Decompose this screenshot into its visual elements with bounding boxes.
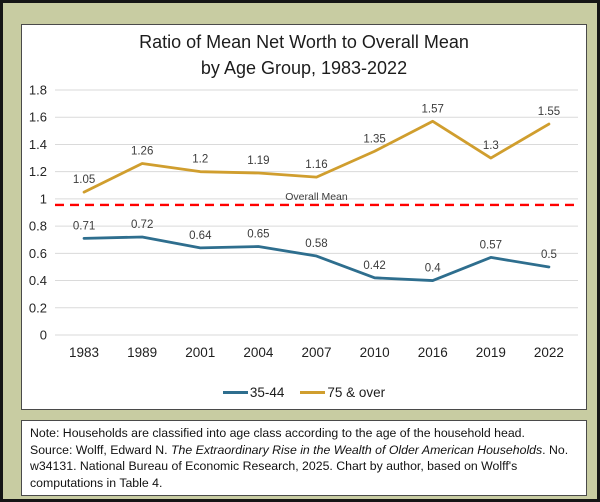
svg-text:1.3: 1.3 [483,140,499,152]
svg-text:2016: 2016 [418,345,448,360]
svg-text:Overall Mean: Overall Mean [285,191,348,203]
svg-text:0.5: 0.5 [541,249,557,261]
svg-text:0.65: 0.65 [247,229,269,241]
source-text-prefix: Source: Wolff, Edward N. [30,442,172,457]
svg-text:1983: 1983 [69,345,99,360]
svg-text:2019: 2019 [476,345,506,360]
legend-line-swatch-35-44 [222,391,248,394]
svg-text:0.57: 0.57 [480,239,502,251]
chart-subtitle: by Age Group, 1983-2022 [200,58,408,79]
svg-text:2022: 2022 [534,345,564,360]
svg-text:1.55: 1.55 [538,106,560,118]
note-text: Note: Households are classified into age… [30,426,525,440]
svg-text:1.19: 1.19 [247,155,269,167]
svg-text:1.6: 1.6 [29,110,47,125]
note-panel: Note: Households are classified into age… [21,420,587,496]
source-text-suffix: . No. w34131. National Bureau of Economi… [30,442,569,491]
chart-title: Ratio of Mean Net Worth to Overall Mean [139,32,469,52]
svg-text:1.16: 1.16 [305,159,327,171]
svg-text:0.4: 0.4 [425,263,442,275]
svg-text:0.4: 0.4 [29,273,47,288]
source-title-italic: The Extraordinary Rise in the Wealth of … [171,442,543,457]
svg-text:0.71: 0.71 [73,220,95,232]
svg-text:0.6: 0.6 [29,246,47,261]
svg-text:1989: 1989 [127,345,157,360]
svg-text:1.57: 1.57 [422,103,444,115]
svg-text:2010: 2010 [360,345,390,360]
svg-text:2001: 2001 [185,345,215,360]
svg-text:1.4: 1.4 [29,137,47,152]
svg-text:1.35: 1.35 [363,133,385,145]
chart-title-block: Ratio of Mean Net Worth to Overall Mean … [22,29,586,81]
svg-text:2004: 2004 [243,345,274,360]
plot-area: 0 0.2 0.4 0.6 0.8 1 1.2 1.4 1.6 1.8 1983 1989 2001 20… [29,83,578,360]
svg-text:1.8: 1.8 [29,83,47,98]
svg-text:1: 1 [40,191,47,206]
chart-panel: Ratio of Mean Net Worth to Overall Mean … [21,24,587,410]
svg-text:1.05: 1.05 [73,174,95,186]
legend-line-swatch-75-over [300,391,326,394]
legend-label-35-44: 35-44 [249,385,285,400]
svg-text:0.42: 0.42 [363,260,385,272]
svg-text:0.2: 0.2 [29,300,47,315]
svg-text:2007: 2007 [301,345,331,360]
svg-text:1.26: 1.26 [131,146,153,158]
legend-label-75-over: 75 & over [327,385,386,400]
svg-text:0.64: 0.64 [189,230,212,242]
svg-text:0.58: 0.58 [305,238,327,250]
chart-legend: 35-44 75 & over [22,385,586,400]
svg-text:0.72: 0.72 [131,219,153,231]
svg-text:1.2: 1.2 [192,154,208,166]
legend-item-35-44: 35-44 [222,385,285,400]
legend-item-75-over: 75 & over [300,385,385,400]
svg-text:0: 0 [40,328,47,343]
svg-text:0.8: 0.8 [29,219,47,234]
svg-text:1.2: 1.2 [29,164,47,179]
